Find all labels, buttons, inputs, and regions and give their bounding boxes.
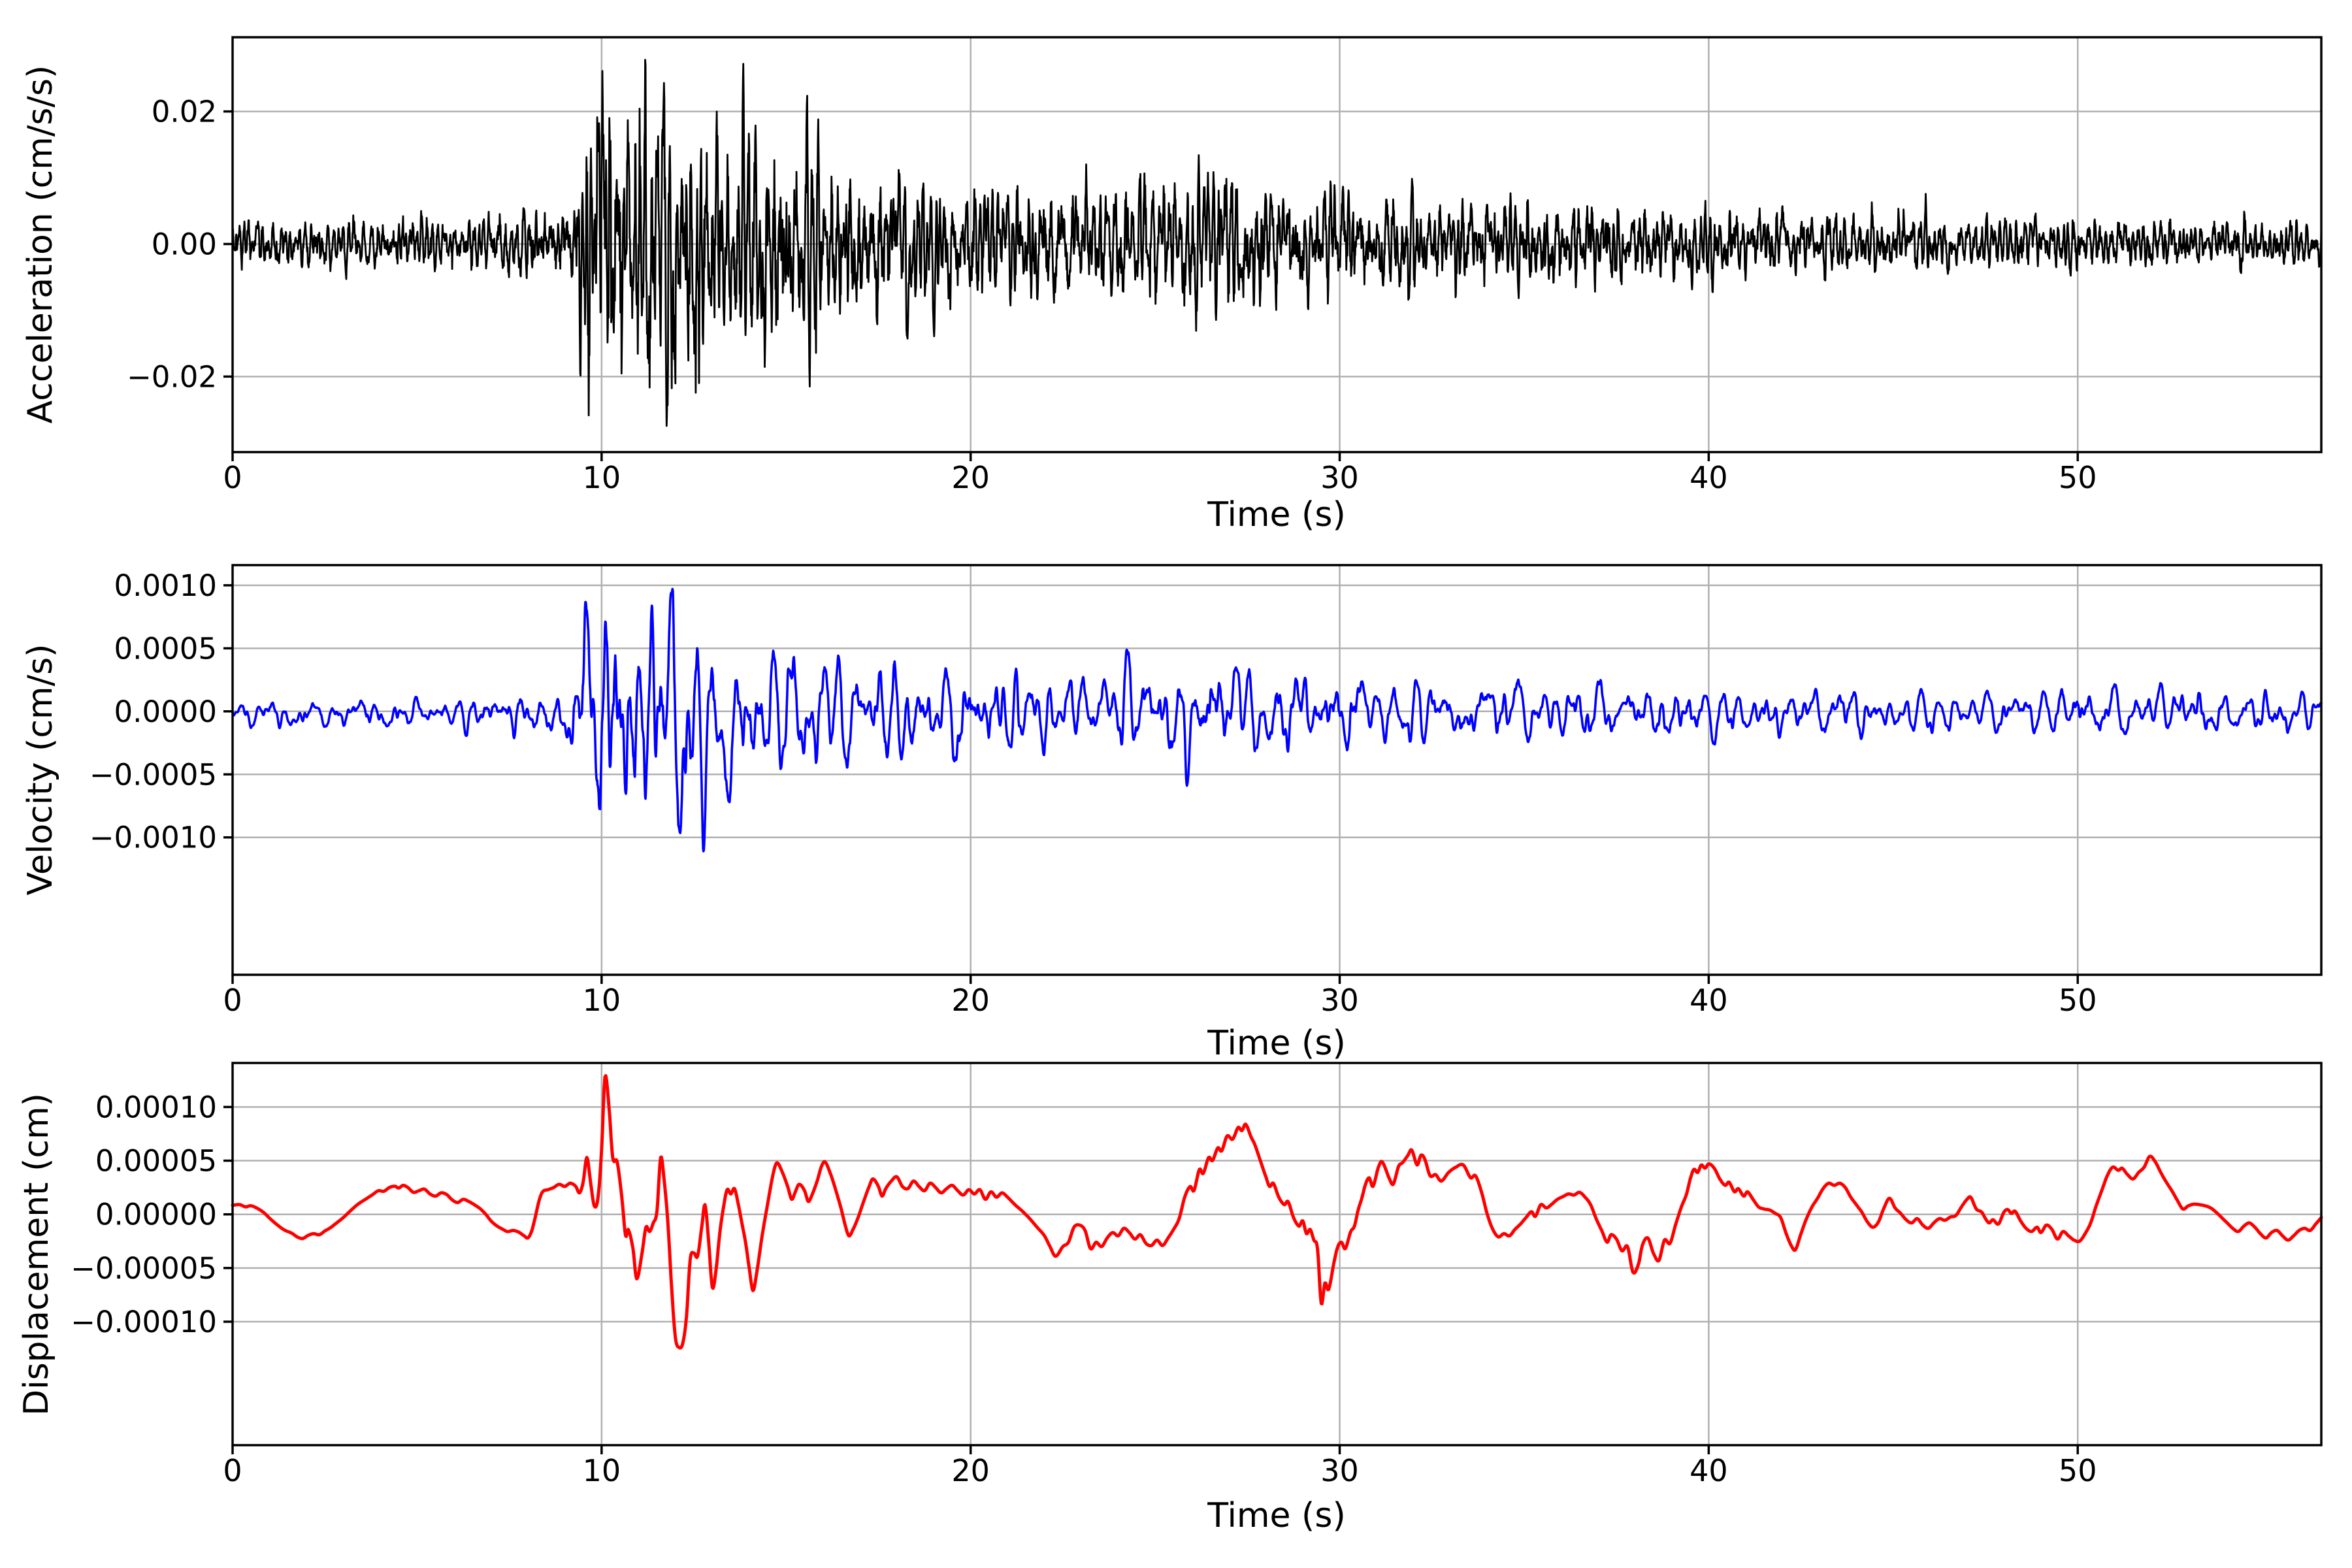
displacement-trace [231, 1074, 2323, 1350]
y-tick-label: −0.00005 [71, 1251, 217, 1286]
acceleration-y-axis-label: Acceleration (cm/s/s) [21, 65, 60, 424]
x-tick-label: 40 [1690, 983, 1728, 1018]
y-tick-label: −0.02 [127, 359, 217, 394]
x-tick-label: 30 [1320, 460, 1359, 495]
x-tick-label: 40 [1690, 460, 1728, 495]
x-tick-label: 10 [583, 1453, 621, 1488]
x-tick-label: 20 [951, 460, 990, 495]
plot-frame [231, 564, 2323, 976]
x-tick-label: 50 [2059, 1453, 2097, 1488]
y-tick-label: 0.00000 [95, 1198, 217, 1232]
y-tick-label: 0.00 [152, 227, 217, 261]
x-tick-label: 0 [223, 460, 242, 495]
x-tick-label: 50 [2059, 983, 2097, 1018]
y-tick-label: 0.0010 [114, 568, 217, 603]
displacement-x-axis-label: Time (s) [1207, 1496, 1346, 1535]
acceleration-x-axis-label: Time (s) [1207, 495, 1346, 534]
velocity-y-axis-label: Velocity (cm/s) [21, 644, 60, 896]
displacement-y-axis-label: Displacement (cm) [17, 1093, 56, 1416]
x-tick-label: 0 [223, 1453, 242, 1488]
x-tick-label: 50 [2059, 460, 2097, 495]
y-tick-label: 0.00005 [95, 1144, 217, 1179]
x-tick-label: 30 [1320, 1453, 1359, 1488]
acceleration-trace [231, 59, 2323, 427]
x-tick-label: 20 [951, 983, 990, 1018]
y-tick-label: −0.0010 [90, 821, 217, 855]
y-tick-label: −0.00010 [71, 1305, 217, 1339]
x-tick-label: 10 [583, 983, 621, 1018]
velocity-trace [231, 587, 2323, 853]
y-tick-label: 0.0000 [114, 694, 217, 729]
velocity-panel: 0 10 20 30 40 50 0.0010 0.0005 0.0000 −0.0005 −0.0… [90, 564, 2323, 1018]
x-tick-label: 20 [951, 1453, 990, 1488]
y-tick-label: 0.0005 [114, 631, 217, 666]
x-tick-label: 40 [1690, 1453, 1728, 1488]
x-tick-label: 0 [223, 983, 242, 1018]
x-tick-label: 10 [583, 460, 621, 495]
y-tick-label: 0.02 [152, 95, 217, 129]
acceleration-panel: 0 10 20 30 40 50 0.02 0.00 −0.02 [127, 36, 2323, 495]
y-tick-label: −0.0005 [90, 757, 217, 792]
plot-frame [231, 1062, 2323, 1446]
displacement-panel: 0 10 20 30 40 50 0.00010 0.00005 0.00000 −0.00005… [71, 1062, 2323, 1488]
velocity-x-axis-label: Time (s) [1207, 1024, 1346, 1063]
x-tick-label: 30 [1320, 983, 1359, 1018]
y-tick-label: 0.00010 [95, 1090, 217, 1124]
